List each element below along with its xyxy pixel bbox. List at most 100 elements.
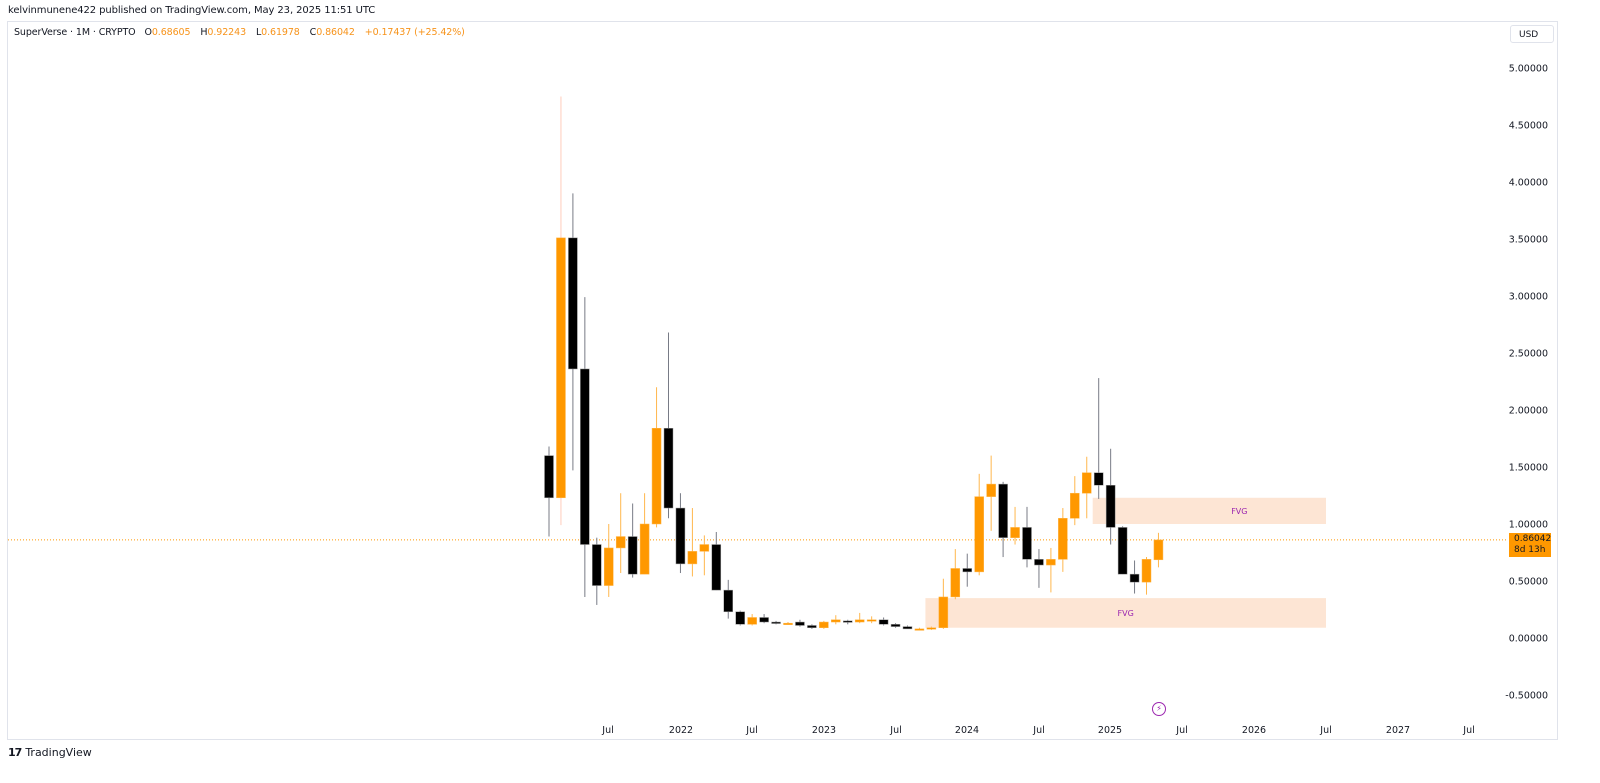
candle <box>902 625 913 630</box>
price-tick: 0.00000 <box>1509 634 1548 645</box>
candle <box>998 481 1008 558</box>
low-value: 0.61978 <box>261 27 300 38</box>
candle <box>699 535 710 576</box>
candle <box>1117 526 1128 575</box>
tradingview-footer[interactable]: 17 TradingView <box>8 746 92 759</box>
candle <box>783 622 793 625</box>
candle <box>974 473 984 576</box>
time-tick: 2023 <box>812 725 836 736</box>
candle <box>556 96 566 526</box>
candle <box>759 614 769 624</box>
candle <box>651 387 662 528</box>
price-tick: 5.00000 <box>1509 64 1548 75</box>
candle <box>950 549 961 600</box>
tradingview-logo-icon: 17 <box>8 746 22 759</box>
candle <box>807 624 817 629</box>
candle <box>580 297 590 597</box>
candle <box>843 619 853 625</box>
candle <box>1141 557 1152 595</box>
candle <box>866 616 877 624</box>
candle <box>1153 532 1164 568</box>
bar-countdown: 8d 13h <box>1514 545 1546 555</box>
price-tick: 4.50000 <box>1509 121 1548 132</box>
price-tick: 2.00000 <box>1509 406 1548 417</box>
candle <box>878 617 889 626</box>
candle <box>723 579 733 619</box>
time-tick: 2026 <box>1242 725 1266 736</box>
brand-name: TradingView <box>25 746 92 759</box>
candle <box>639 493 650 575</box>
candle <box>1058 508 1068 572</box>
time-tick: Jul <box>1462 725 1474 736</box>
candle <box>795 619 805 627</box>
candle <box>1010 506 1020 545</box>
time-tick: 2025 <box>1098 725 1122 736</box>
candle <box>914 627 925 631</box>
time-tick: 2024 <box>955 725 979 736</box>
time-tick: Jul <box>1032 725 1044 736</box>
time-tick: 2022 <box>669 725 693 736</box>
low-label: L <box>255 27 262 38</box>
candle <box>604 524 614 597</box>
candle <box>1034 549 1044 588</box>
candle <box>1093 378 1104 499</box>
last-price-tag: 0.86042 8d 13h <box>1509 533 1551 557</box>
candle <box>687 508 698 577</box>
price-tick: 4.00000 <box>1509 178 1548 189</box>
price-tick: 1.50000 <box>1509 463 1548 474</box>
price-tick: 3.00000 <box>1509 292 1548 303</box>
candle <box>938 578 949 629</box>
symbol-legend: SuperVerse · 1M · CRYPTO O0.68605 H0.922… <box>14 27 472 38</box>
fvg-zones[interactable]: FVG FVG <box>925 497 1326 628</box>
candle <box>926 626 937 631</box>
candle <box>1070 476 1080 526</box>
currency-button[interactable]: USD <box>1510 25 1554 43</box>
candle <box>962 553 972 587</box>
candle <box>627 503 638 578</box>
candle <box>1082 456 1092 519</box>
open-value: 0.68605 <box>151 27 191 38</box>
candle <box>854 612 865 624</box>
time-tick: 2027 <box>1386 725 1410 736</box>
candle <box>890 623 901 628</box>
time-tick: Jul <box>889 725 901 736</box>
candle <box>771 620 781 625</box>
price-tick: 2.50000 <box>1509 349 1548 360</box>
candle <box>986 455 996 531</box>
high-label: H <box>200 27 208 38</box>
close-label: C <box>309 27 317 38</box>
time-tick: Jul <box>745 725 757 736</box>
time-tick: Jul <box>601 725 613 736</box>
price-axis[interactable]: 5.00000 4.50000 4.00000 3.50000 3.00000 2.500… <box>1505 64 1548 702</box>
candle <box>1129 560 1140 594</box>
candle <box>831 615 841 625</box>
time-axis[interactable]: Jul 2022 Jul 2023 Jul 2024 Jul 2025 Jul 2026 Jul 20… <box>601 725 1474 736</box>
candle <box>544 446 554 537</box>
price-tick: 0.50000 <box>1509 577 1548 588</box>
candle <box>568 193 578 471</box>
price-tick: 3.50000 <box>1509 235 1548 246</box>
high-value: 0.92243 <box>207 27 247 38</box>
lightning-bolt-icon[interactable]: ⚡︎ <box>1152 702 1166 716</box>
time-tick: Jul <box>1175 725 1187 736</box>
close-value: 0.86042 <box>316 27 355 38</box>
candle <box>675 493 686 574</box>
time-tick: Jul <box>1319 725 1331 736</box>
price-tick: 1.00000 <box>1509 520 1548 531</box>
fvg-label: FVG <box>1231 507 1247 516</box>
candle <box>735 610 745 626</box>
fvg-zone[interactable] <box>1092 497 1326 524</box>
candle <box>663 332 674 519</box>
change-value: +0.17437 (+25.42%) <box>364 27 465 38</box>
fvg-label: FVG <box>1118 609 1134 618</box>
publish-info: kelvinmunene422 published on TradingView… <box>8 5 376 16</box>
symbol-title[interactable]: SuperVerse · 1M · CRYPTO <box>14 27 136 38</box>
last-price-value: 0.86042 <box>1514 534 1552 544</box>
candle <box>1105 448 1116 545</box>
candle <box>1022 506 1032 568</box>
candle <box>1046 547 1056 593</box>
fvg-zone[interactable] <box>925 598 1326 628</box>
candle <box>747 614 757 626</box>
candles <box>544 96 1164 631</box>
